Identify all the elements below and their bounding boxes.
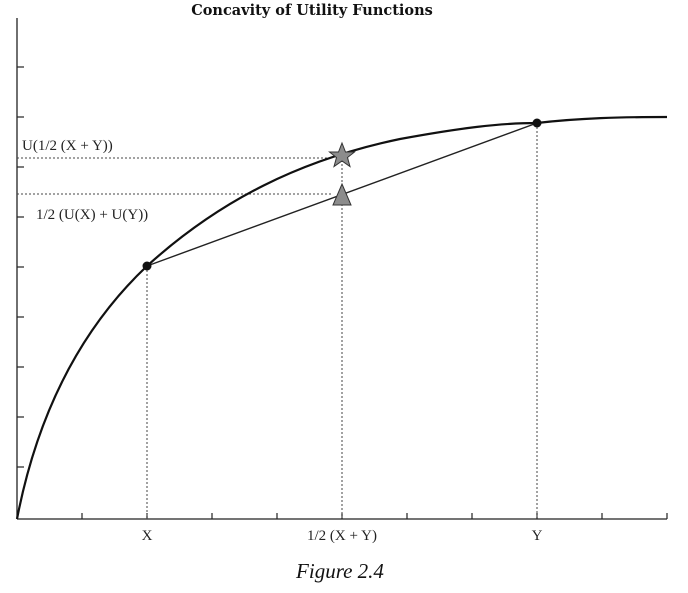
figure-title: Concavity of Utility Functions [191, 2, 433, 19]
figure-caption: Figure 2.4 [295, 559, 384, 583]
utility-curve [15, 115, 668, 520]
label-utility-of-average: U(1/2 (X + Y)) [22, 138, 113, 154]
point-x [142, 261, 152, 271]
point-y [532, 118, 542, 128]
guide-lines [17, 123, 538, 519]
star-icon [328, 141, 356, 168]
x-label-y: Y [532, 528, 543, 544]
x-label-x: X [142, 528, 153, 544]
y-axis-ticks [17, 66, 24, 468]
label-average-of-utilities: 1/2 (U(X) + U(Y)) [36, 207, 148, 223]
triangle-icon [332, 182, 352, 206]
x-axis-ticks [81, 513, 668, 519]
x-label-mid: 1/2 (X + Y) [307, 528, 377, 544]
